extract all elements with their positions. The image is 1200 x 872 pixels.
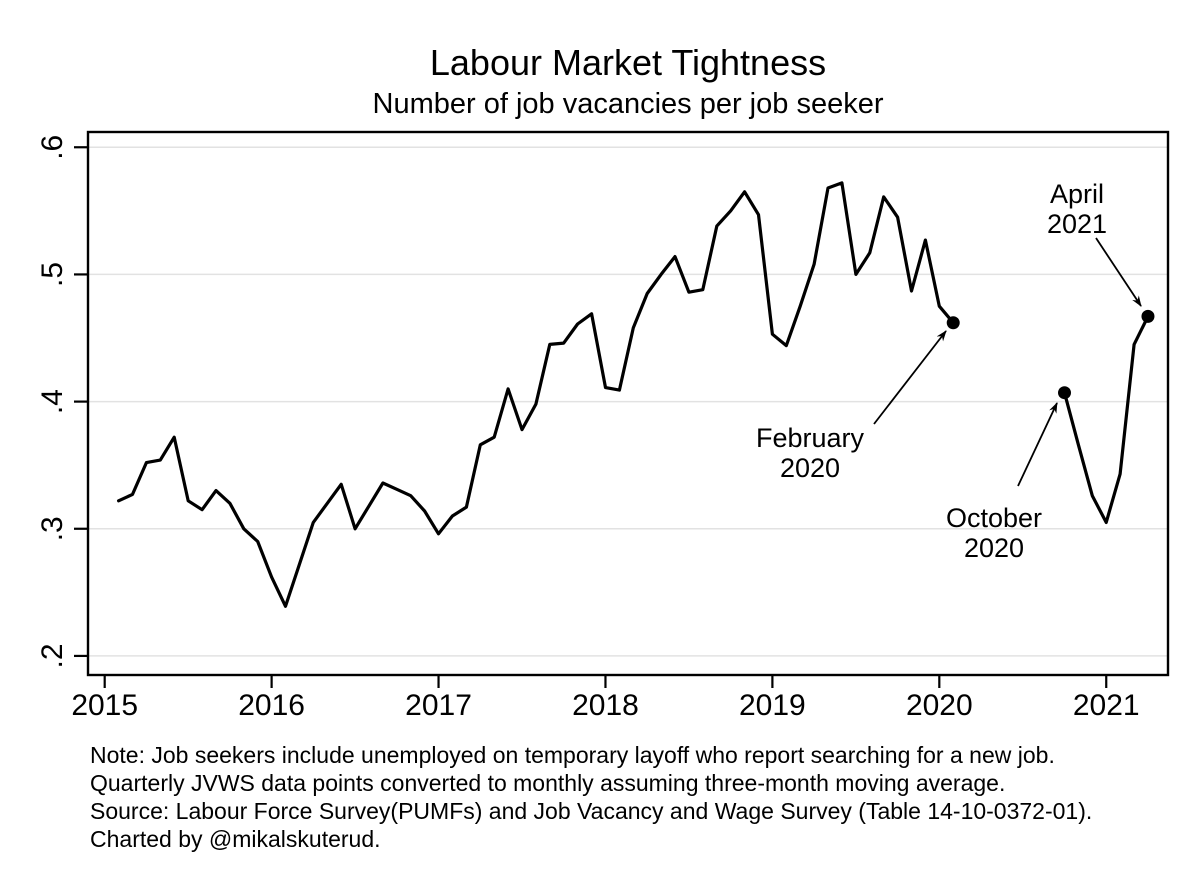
data-point-dot	[1141, 309, 1155, 323]
annotation-label: April	[1050, 179, 1104, 209]
data-point-dot	[1058, 386, 1072, 400]
note-line-2: Quarterly JVWS data points converted to …	[90, 770, 1005, 796]
annotation-label: 2020	[964, 533, 1024, 563]
x-tick-label: 2018	[572, 689, 639, 722]
y-tick-label: .3	[36, 516, 69, 541]
plot-border-and-ticks	[74, 130, 1170, 688]
x-tick-label: 2019	[739, 689, 806, 722]
x-tick-label: 2015	[71, 689, 138, 722]
x-axis-labels: 2015 2016 2017 2018 2019 2020 2021	[71, 689, 1139, 722]
gridlines	[88, 146, 1168, 657]
note-line-4: Charted by @mikalskuterud.	[90, 826, 381, 852]
series-pre-pandemic	[116, 181, 955, 608]
y-tick-label: .5	[36, 262, 69, 287]
annotation-label: February	[756, 423, 865, 453]
note-line-1: Note: Job seekers include unemployed on …	[90, 742, 1055, 768]
chart-notes: Note: Job seekers include unemployed on …	[90, 742, 1092, 852]
annotation-label: 2020	[780, 453, 840, 483]
chart-subtitle: Number of job vacancies per job seeker	[373, 88, 884, 120]
annotation-arrow	[873, 330, 947, 425]
annotation-arrow	[1017, 402, 1058, 487]
annotation-label: October	[946, 503, 1042, 533]
y-axis-labels: .2 .3 .4 .5 .6	[36, 135, 69, 669]
x-tick-label: 2016	[238, 689, 305, 722]
x-tick-label: 2020	[906, 689, 973, 722]
x-tick-label: 2021	[1073, 689, 1140, 722]
note-line-3: Source: Labour Force Survey(PUMFs) and J…	[90, 798, 1092, 824]
annotation-label: 2021	[1047, 209, 1107, 239]
y-tick-label: .6	[36, 135, 69, 160]
series-lines	[116, 181, 1150, 608]
x-tick-label: 2017	[405, 689, 472, 722]
data-point-markers	[946, 309, 1155, 400]
chart-title: Labour Market Tightness	[430, 42, 826, 83]
series-pandemic-recovery	[1062, 314, 1150, 525]
data-point-dot	[946, 316, 960, 330]
plot-border	[86, 130, 1170, 677]
y-tick-label: .2	[36, 643, 69, 668]
y-tick-label: .4	[36, 389, 69, 414]
annotation-arrow	[1095, 237, 1142, 307]
